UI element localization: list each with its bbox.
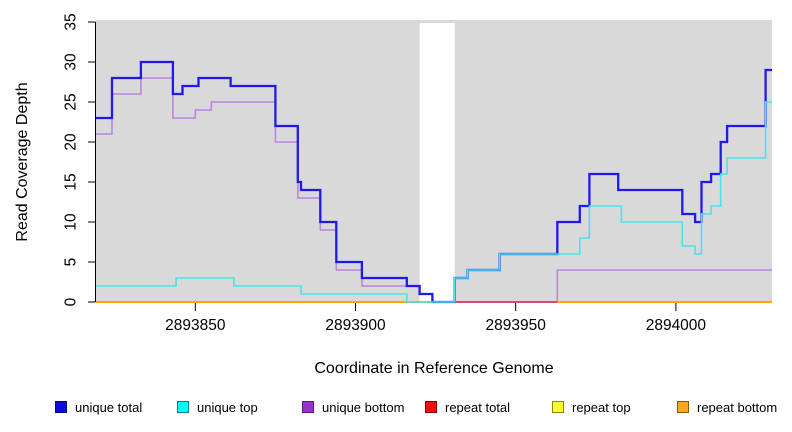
legend-item-unique-bottom: unique bottom [302,398,404,416]
x-axis-tick-label: 2893900 [325,317,386,334]
y-axis-tick-label: 25 [63,93,80,110]
legend-item-repeat-total: repeat total [425,398,510,416]
chart-render-root: 0 5 10 15 20 25 30 35 2893850 2893900 2893950 28940… [63,13,772,334]
coverage-chart: 0 5 10 15 20 25 30 35 2893850 2893900 2893950 28940… [14,13,772,377]
legend-label: repeat top [572,399,631,415]
y-axis-tick-label: 5 [63,258,80,267]
legend-swatch-repeat-top [552,401,564,413]
legend-label: unique top [197,399,258,415]
chart-legend: unique total unique top unique bottom repea… [0,398,792,420]
y-axis-title: Read Coverage Depth [14,82,31,241]
y-axis-tick-label: 15 [63,173,80,190]
legend-item-unique-top: unique top [177,398,258,416]
x-axis-tick-label: 2893950 [486,317,547,334]
legend-label: unique total [75,399,143,415]
no-data-gap-band [419,23,455,302]
x-axis-tick-label: 2893850 [165,317,226,334]
legend-swatch-unique-total [55,401,67,413]
legend-item-repeat-top: repeat top [552,398,631,416]
legend-swatch-unique-top [177,401,189,413]
y-axis-tick-label: 30 [63,53,80,71]
y-axis-tick-label: 20 [63,133,80,151]
legend-label: repeat total [445,399,511,415]
legend-swatch-unique-bottom [302,401,314,413]
y-axis-tick-label: 35 [63,13,80,30]
x-axis-tick-label: 2894000 [646,317,707,334]
legend-item-unique-total: unique total [55,398,142,416]
legend-swatch-repeat-bottom [677,401,689,413]
legend-label: repeat bottom [697,399,778,415]
legend-label: unique bottom [322,399,405,415]
y-axis-tick-label: 0 [63,297,80,306]
y-axis-tick-label: 10 [63,213,80,231]
legend-item-repeat-bottom: repeat bottom [677,398,777,416]
legend-swatch-repeat-total [425,401,437,413]
x-axis-title: Coordinate in Reference Genome [314,360,553,377]
series-line-unique-top [96,101,772,303]
